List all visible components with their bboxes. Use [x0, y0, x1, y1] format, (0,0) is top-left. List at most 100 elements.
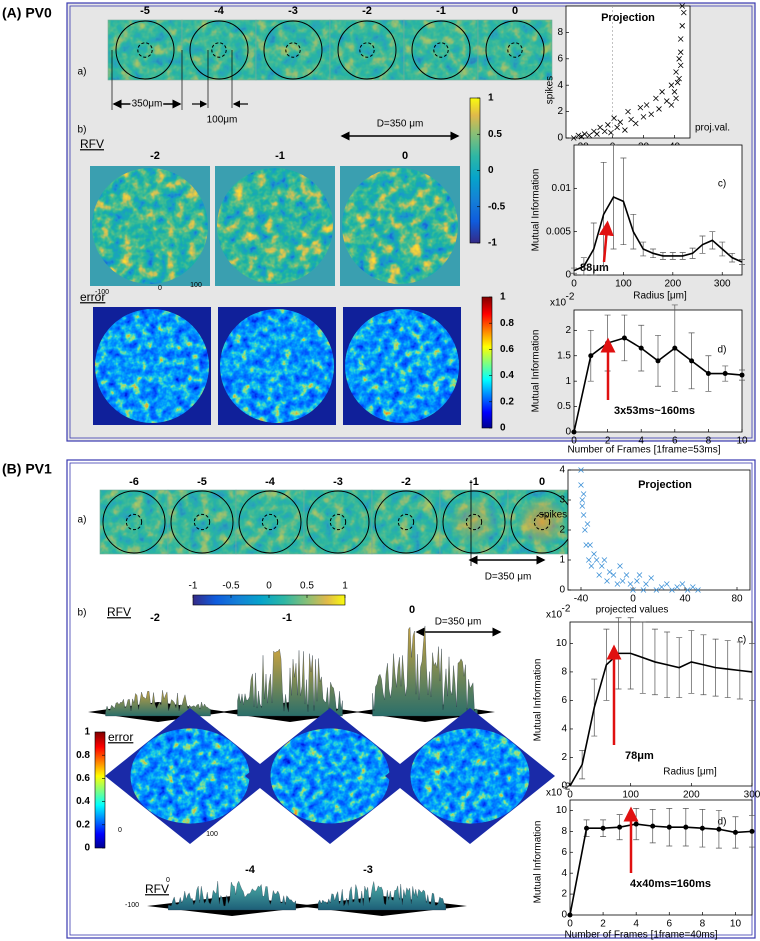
y-tick-label: 1	[559, 555, 565, 566]
colorbar-tick-label: 0.4	[500, 370, 514, 381]
rfv-surface	[168, 880, 296, 911]
diameter-label: D=350 μm	[377, 119, 424, 130]
scatter-point	[617, 119, 624, 125]
scatter-point	[669, 587, 675, 593]
scatter-point	[684, 587, 691, 593]
error-map	[95, 309, 209, 423]
scatter-point	[617, 563, 623, 569]
scatter-point	[593, 557, 600, 563]
y-tick-label: 1.5	[557, 350, 571, 361]
scatter-point	[658, 584, 665, 590]
annotation: 88μm	[580, 262, 609, 274]
data-point	[666, 824, 672, 830]
frame-label: -2	[401, 476, 411, 488]
center-circle	[397, 513, 415, 531]
sub-label: b)	[78, 608, 87, 619]
scatter-point	[570, 135, 577, 141]
y-tick-label: 0	[565, 427, 571, 438]
rfv-label: -2	[150, 612, 160, 624]
frame-label: -1	[436, 5, 446, 17]
y-tick-label: 2	[561, 752, 567, 763]
panel-label: d)	[718, 345, 727, 356]
axis-label: -100	[125, 902, 139, 909]
y-axis-label: Mutual Information	[531, 330, 542, 413]
stimulus-frame	[256, 20, 330, 80]
scatter-point	[679, 23, 686, 29]
error-map	[345, 309, 459, 423]
scatter-point	[677, 36, 684, 42]
x-tick-label: 0	[567, 919, 573, 930]
data-point	[716, 826, 722, 832]
x-tick-label: 8	[706, 436, 712, 447]
frame-tint	[108, 20, 182, 80]
center-circle	[359, 42, 375, 58]
data-point	[749, 828, 755, 834]
scatter-point	[659, 89, 665, 95]
red-arrow	[598, 220, 614, 263]
colorbar-tick-label: 0.2	[500, 396, 514, 407]
scatter-point	[674, 584, 680, 590]
x-tick-label: 10	[730, 919, 742, 930]
y-exponent-power: -2	[562, 782, 571, 793]
scatter-point	[656, 106, 662, 112]
scatter-point	[653, 587, 660, 593]
frame-hotspot	[448, 496, 500, 548]
error-title: error	[80, 290, 105, 304]
x-tick-label: 6	[666, 919, 672, 930]
data-point	[655, 358, 661, 364]
x-tick-label: 10	[736, 436, 748, 447]
rfv-map	[342, 168, 458, 284]
receptive-circle	[102, 490, 166, 554]
y-tick-label: 0	[561, 781, 567, 792]
colorbar-tick-label: -1	[189, 581, 198, 592]
frame-tint	[168, 490, 236, 554]
scatter-point	[671, 89, 678, 95]
y-exponent: x10	[550, 298, 567, 309]
panel-label: c)	[738, 635, 746, 646]
annotation: 78μm	[625, 750, 654, 762]
scatter-point	[606, 569, 613, 575]
frame-tint	[236, 490, 304, 554]
y-tick-label: 8	[561, 826, 567, 837]
error-map	[410, 728, 530, 824]
scatter-point	[632, 120, 639, 127]
scatter-point	[601, 128, 608, 135]
x-tick-label: 4	[633, 919, 639, 930]
stimulus-frame	[404, 20, 478, 80]
data-point	[689, 358, 695, 364]
data-point	[633, 821, 639, 827]
frame-label: -4	[265, 476, 276, 488]
y-tick-label: 6	[561, 847, 567, 858]
receptive-circle	[411, 20, 471, 80]
colorbar-tick-label: -0.5	[222, 581, 240, 592]
data-point	[683, 824, 689, 830]
y-tick-label: 0.5	[557, 401, 571, 412]
x-tick-label: 0	[630, 594, 636, 605]
center-circle	[125, 513, 143, 531]
x-tick-label: 0	[571, 436, 577, 447]
frame-label: -3	[333, 476, 343, 488]
panel-label: d)	[718, 817, 727, 828]
frame-tint	[330, 20, 404, 80]
center-circle	[285, 42, 301, 58]
x-tick-label: 100	[615, 279, 632, 290]
frame-border	[477, 19, 553, 81]
frame-tint	[182, 20, 256, 80]
scatter-point	[583, 542, 589, 548]
annotation: 4x40ms=160ms	[630, 878, 711, 890]
plot-area	[573, 144, 743, 276]
sub-label: a)	[78, 515, 87, 526]
receptive-circle	[238, 490, 302, 554]
frame-label: 0	[512, 5, 518, 17]
x-tick-label: 0	[567, 790, 573, 801]
data-point	[739, 372, 745, 378]
colorbar	[94, 731, 106, 849]
y-axis-label: Mutual Information	[533, 659, 544, 742]
rfv-title: RFV	[80, 137, 104, 151]
y-tick-label: 6	[561, 695, 567, 706]
scatter-point	[673, 95, 679, 102]
y-tick-label: 0.01	[552, 183, 572, 194]
scatter-point	[664, 581, 670, 587]
scatter-point	[648, 111, 655, 118]
scatter-point	[640, 587, 647, 593]
